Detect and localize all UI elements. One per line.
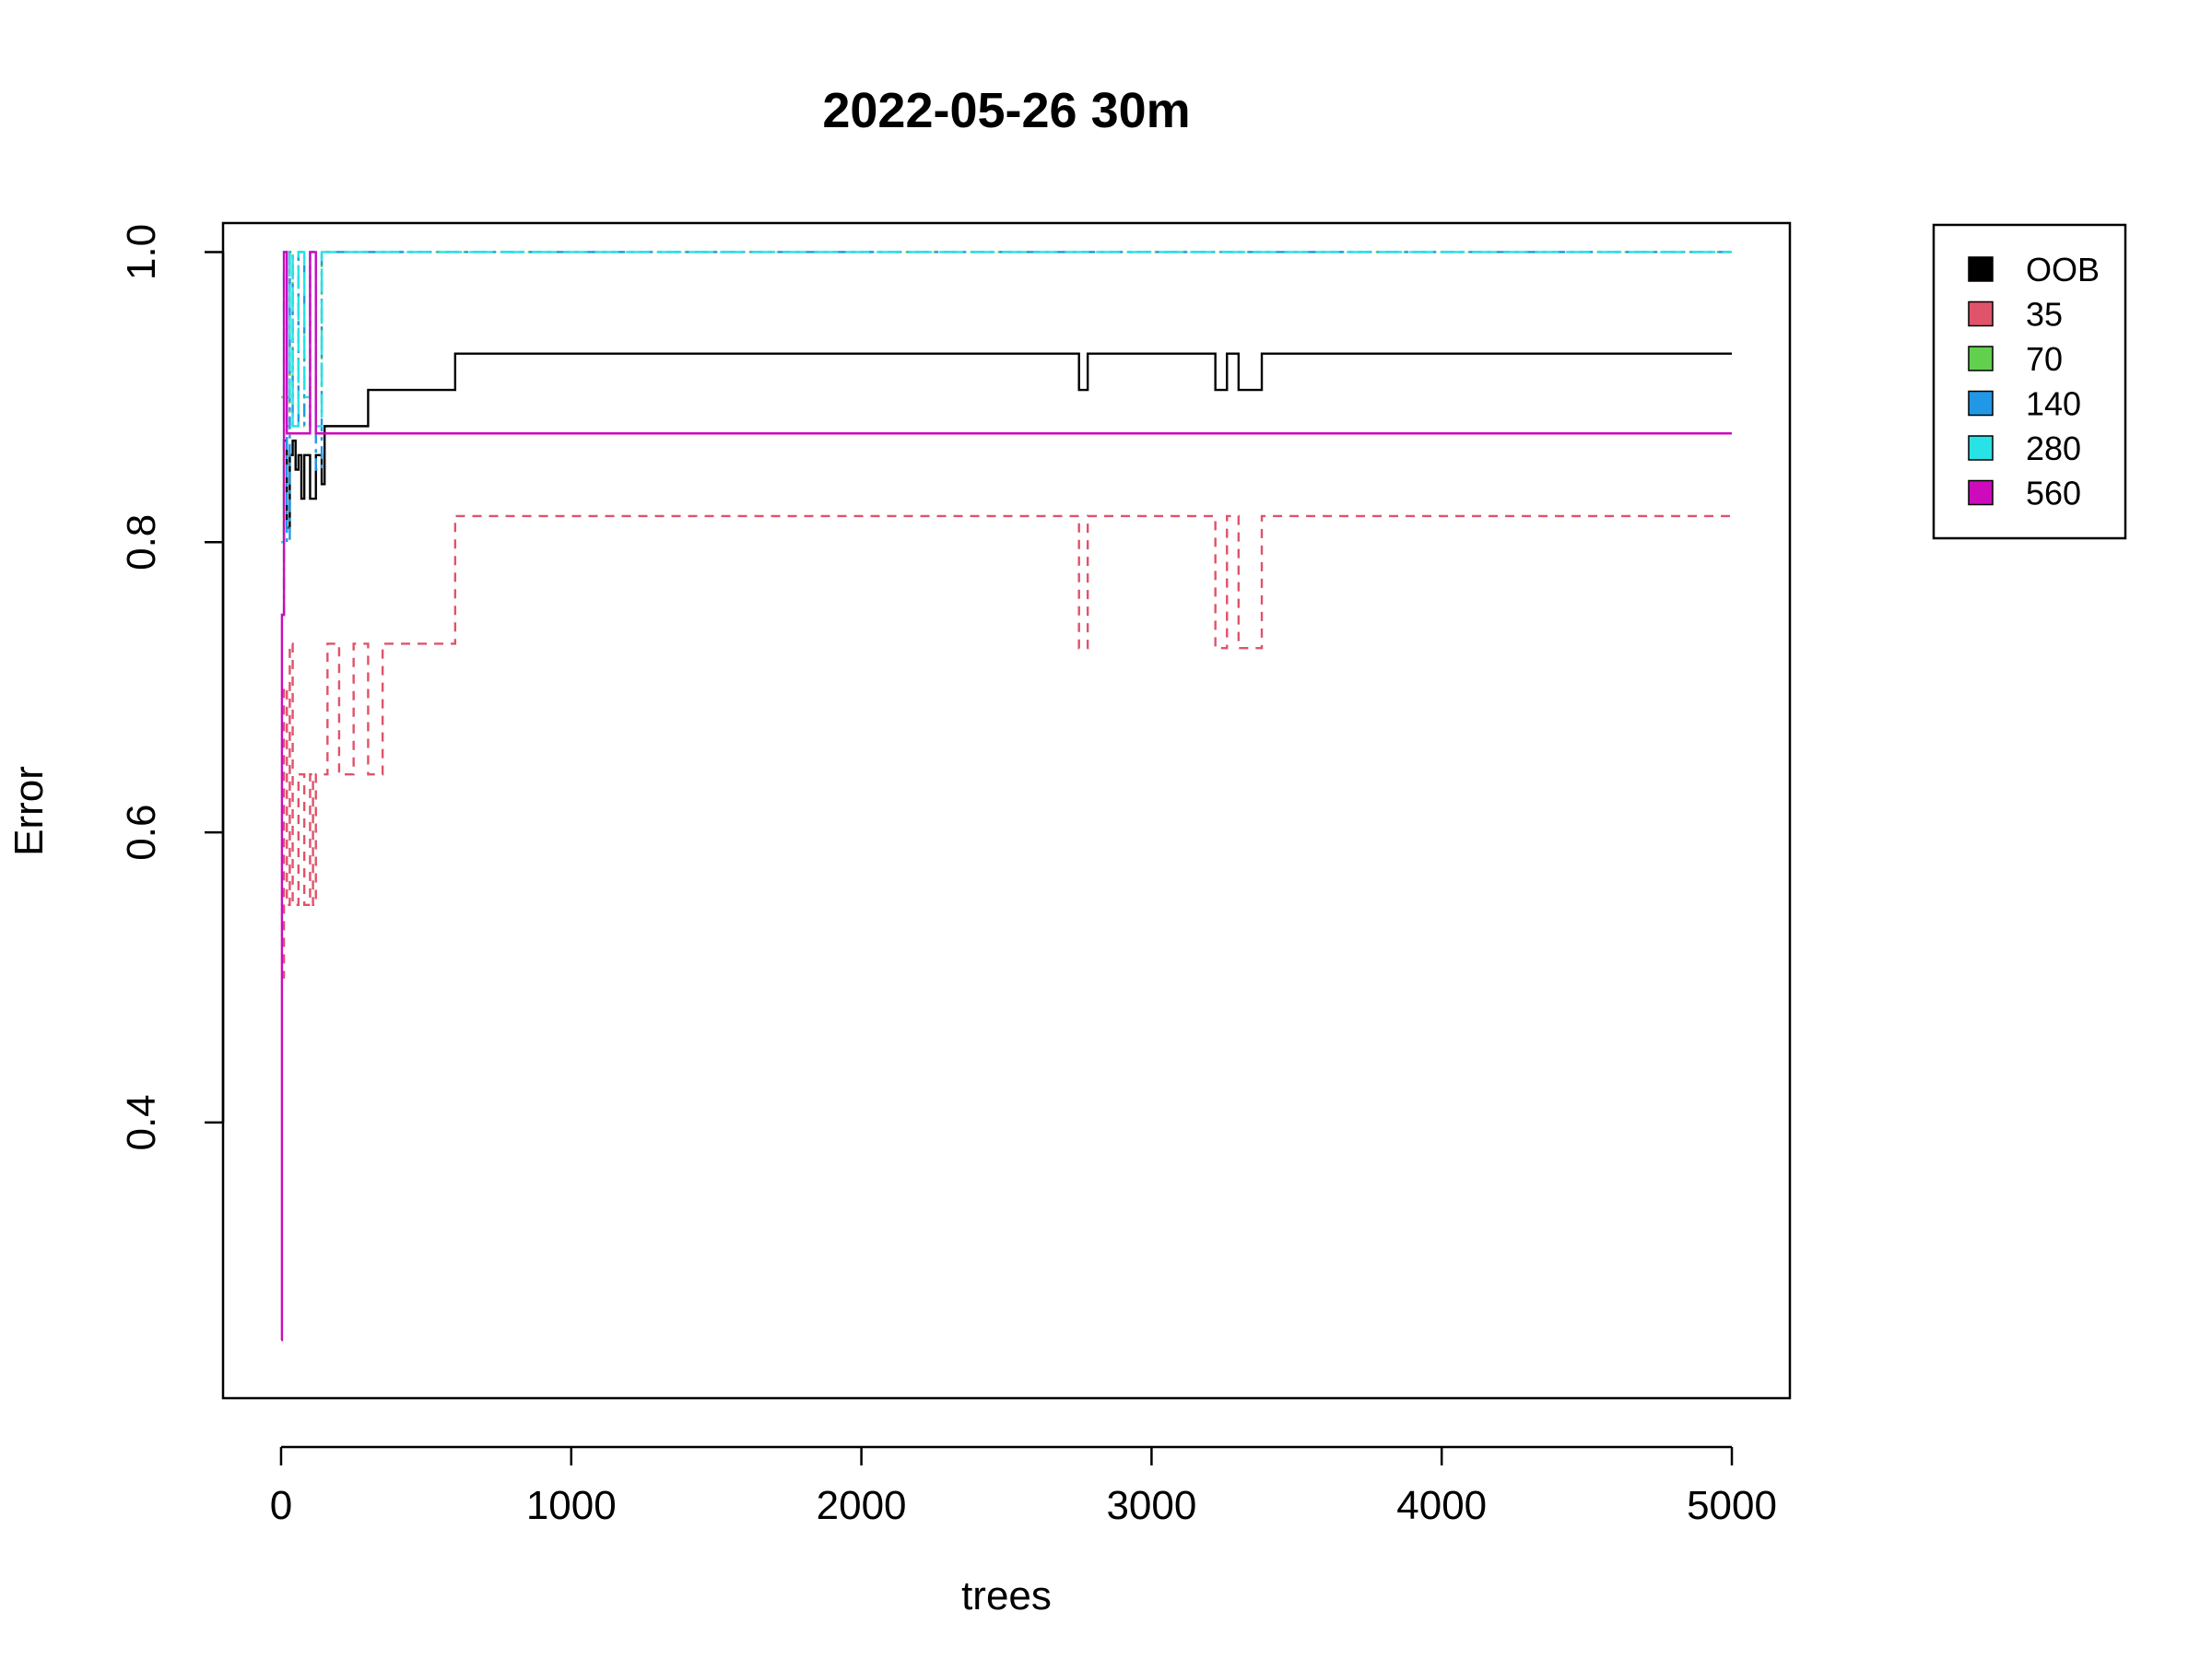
legend-label: 280 bbox=[2026, 429, 2081, 467]
chart-title: 2022-05-26 30m bbox=[822, 83, 1190, 138]
legend-label: 140 bbox=[2026, 385, 2081, 423]
y-tick-label: 0.4 bbox=[119, 1094, 164, 1150]
legend-label: OOB bbox=[2026, 251, 2100, 288]
legend-box bbox=[1932, 223, 2127, 540]
y-axis-label: Error bbox=[6, 766, 52, 856]
x-tick-label: 2000 bbox=[817, 1483, 907, 1528]
x-tick-label: 1000 bbox=[526, 1483, 617, 1528]
x-tick-label: 0 bbox=[270, 1483, 292, 1528]
legend-label: 560 bbox=[2026, 475, 2081, 512]
legend-swatch bbox=[1968, 435, 1994, 461]
series-line-280 bbox=[281, 251, 1733, 544]
x-axis: 0 1000 2000 3000 4000 5000 bbox=[270, 1445, 1777, 1528]
legend-swatch bbox=[1968, 346, 1994, 371]
legend-label: 35 bbox=[2026, 296, 2063, 334]
x-tick-label: 3000 bbox=[1106, 1483, 1196, 1528]
legend-swatch bbox=[1968, 479, 1994, 506]
series-line-35 bbox=[281, 514, 1733, 979]
y-axis: 0.4 0.6 0.8 1.0 bbox=[119, 224, 225, 1151]
y-tick-label: 1.0 bbox=[119, 224, 164, 280]
x-tick-label: 4000 bbox=[1396, 1483, 1487, 1528]
x-tick-label: 5000 bbox=[1687, 1483, 1777, 1528]
legend-label: 70 bbox=[2026, 340, 2063, 378]
legend-swatch bbox=[1968, 256, 1994, 282]
y-tick-label: 0.8 bbox=[119, 514, 164, 571]
series-line-70 bbox=[281, 251, 1733, 428]
legend-swatch bbox=[1968, 390, 1994, 417]
x-axis-label: trees bbox=[961, 1573, 1052, 1618]
series-layer bbox=[280, 251, 1733, 1342]
plot-frame bbox=[221, 221, 1792, 1400]
series-line-560 bbox=[280, 251, 1733, 1342]
series-line-oob bbox=[281, 352, 1733, 544]
legend: OOB 35 70 140 280 560 bbox=[1932, 223, 2127, 540]
y-tick-label: 0.6 bbox=[119, 805, 164, 861]
legend-swatch bbox=[1968, 300, 1994, 327]
